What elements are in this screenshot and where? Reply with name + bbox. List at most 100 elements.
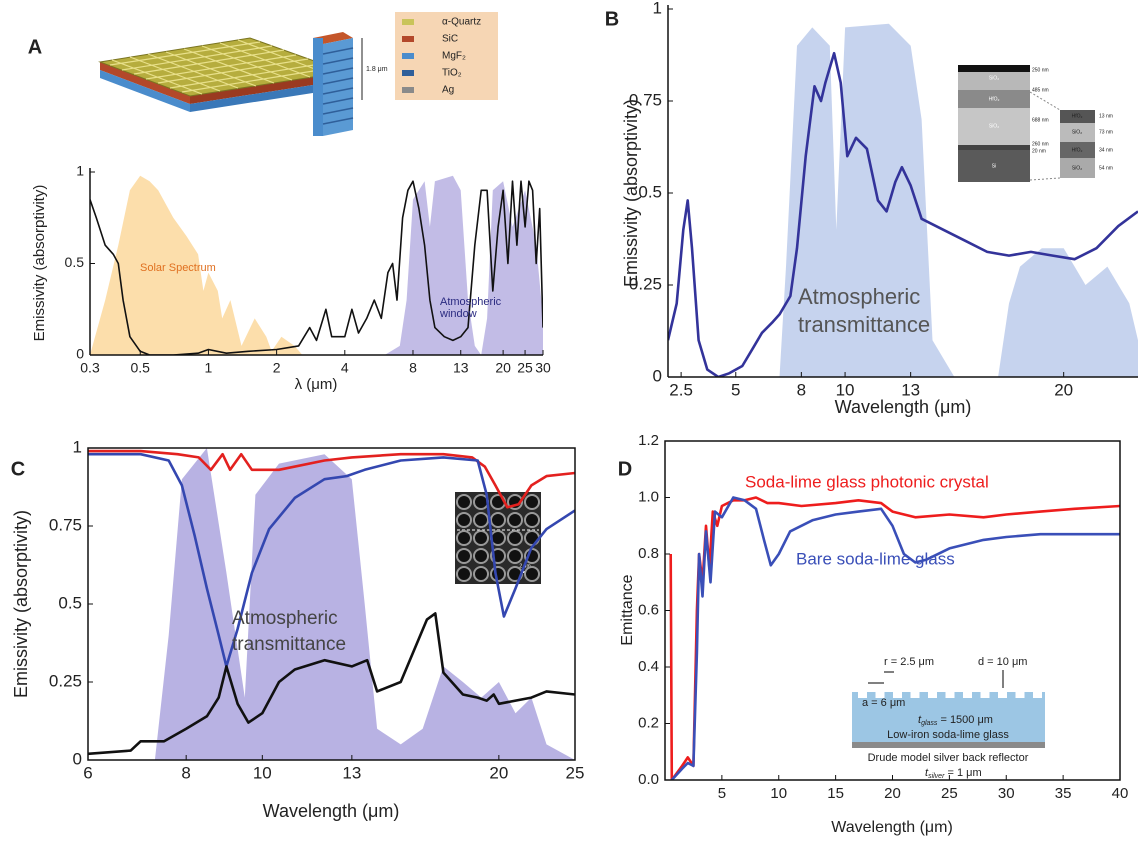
y-tick-label: 0.4 [638,658,659,675]
plot-area [668,23,1138,377]
tower-side [313,38,323,136]
annotation: Atmospheric [798,284,920,309]
hole [928,684,937,698]
legend-label: Ag [442,85,454,96]
pore [456,548,472,564]
pore [507,512,523,528]
legend-swatch [402,70,414,76]
inset-label: HfO₂ [989,96,1000,102]
block-side [100,70,190,112]
panel-label: A [28,36,42,58]
pore [456,494,472,510]
hole [858,684,867,698]
annotation: Atmospheric [232,608,338,629]
x-tick-label: 0.3 [80,360,100,376]
inset-label: Si [992,163,996,169]
y-tick-label: 1.2 [638,432,659,449]
panel-label: C [11,458,25,480]
pore [524,566,540,582]
inset-label: 54 nm [1099,165,1113,171]
hole [1033,684,1042,698]
inset-label: 73 nm [1099,129,1113,135]
hole [910,684,920,698]
y-tick-label: 0.5 [58,593,82,612]
pore [473,530,489,546]
series-label: Bare soda-lime glass [796,549,955,568]
x-tick-label: 2.5 [669,380,693,399]
y-tick-label: 0.6 [638,601,659,618]
x-tick-label: 25 [517,360,533,376]
y-tick-label: 1 [73,437,82,456]
pore [524,512,540,528]
x-tick-label: 40 [1112,785,1129,802]
plot-area [90,175,543,355]
x-tick-label: 1 [205,360,213,376]
y-tick-label: 0 [653,366,662,385]
annotation: transmittance [798,312,930,337]
x-tick-label: 13 [342,763,361,782]
hole [998,684,1007,698]
pore [490,512,506,528]
pore [456,530,472,546]
inset-label: SiO₂ [989,123,999,129]
x-tick-label: 2 [273,360,281,376]
line [668,51,1138,377]
y-tick-label: 1.0 [638,488,659,505]
inset-label: SiO₂ [1072,165,1082,171]
x-tick-label: 8 [409,360,417,376]
y-tick-label: 0.5 [65,254,85,270]
inset-sem: 2 μm [455,492,541,584]
inset-label: tsilver = 1 μm [925,767,982,780]
inset-label: HfO₂ [1072,113,1083,119]
pore [473,512,489,528]
y-axis-label: Emissivity (absorptivity) [11,510,31,698]
legend-swatch [402,87,414,93]
inset-label: d = 10 μm [978,656,1027,668]
x-tick-label: 8 [181,763,190,782]
hole [980,684,990,698]
x-tick-label: 10 [253,763,272,782]
x-axis-label: Wavelength (μm) [831,819,953,836]
inset-diagram: r = 2.5 μm d = 10 μm a = 6 μm tglass = 1… [852,656,1045,780]
x-axis-label: Wavelength (μm) [263,801,400,821]
x-tick-label: 0.5 [131,360,151,376]
x-tick-label: 13 [901,380,920,399]
annotation: Atmospheric [440,296,502,308]
annotation: transmittance [232,634,346,655]
grating [109,39,333,95]
x-tick-label: 5 [731,380,740,399]
line [88,452,575,668]
x-tick-label: 20 [495,360,511,376]
legend-swatch [402,53,414,59]
y-tick-label: 1 [76,163,84,179]
inset-label: a = 6 μm [862,697,905,709]
y-tick-label: 0.2 [638,714,659,731]
line [88,612,575,756]
inset-label: r = 2.5 μm [884,656,934,668]
hole [1015,684,1025,698]
area [90,175,303,355]
inset-label: tglass = 1500 μm [918,714,993,727]
x-tick-label: 10 [836,380,855,399]
x-axis-label: λ (μm) [295,376,338,393]
x-tick-label: 5 [718,785,726,802]
legend-label: TiO₂ [442,68,462,79]
series-label: Soda-lime glass photonic crystal [745,472,989,491]
pore [507,530,523,546]
x-tick-label: 13 [453,360,469,376]
y-tick-label: 0.0 [638,771,659,788]
x-tick-label: 10 [770,785,787,802]
line [670,496,1120,780]
hole [875,684,885,698]
thickness-label: 1.8 μm [366,66,388,73]
x-tick-label: 8 [797,380,806,399]
x-tick-label: 6 [83,763,92,782]
panel-label: B [605,8,619,30]
inset-label: SiO₂ [1072,129,1082,135]
x-tick-label: 15 [827,785,844,802]
y-tick-label: 0.25 [49,671,82,690]
inset-label: Low-iron soda-lime glass [887,729,1009,741]
y-axis-label: Emissivity (absorptivity) [621,99,641,287]
pore [456,512,472,528]
hole [963,684,972,698]
